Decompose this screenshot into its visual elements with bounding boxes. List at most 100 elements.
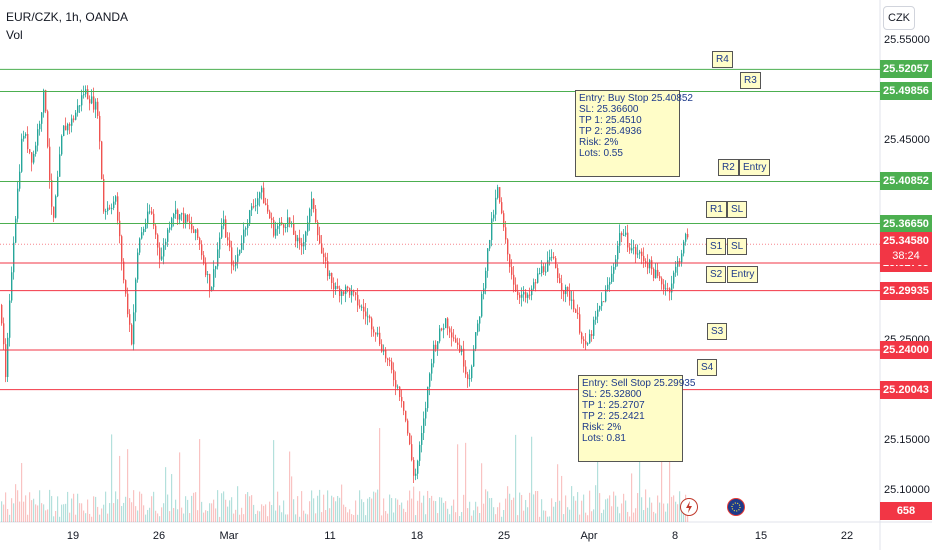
volume-bar bbox=[679, 491, 681, 522]
volume-bar bbox=[243, 514, 245, 522]
candle-body bbox=[357, 294, 359, 306]
volume-bar bbox=[601, 512, 603, 522]
volume-bar bbox=[257, 510, 259, 522]
price-tick-label: 25.45000 bbox=[884, 134, 930, 146]
volume-bar bbox=[329, 508, 331, 522]
volume-bar bbox=[465, 442, 467, 522]
candle-body bbox=[427, 386, 429, 409]
volume-bar bbox=[505, 498, 507, 522]
volume-bar bbox=[285, 514, 287, 522]
candle-body bbox=[3, 323, 5, 345]
candle-body bbox=[451, 332, 453, 338]
candle-body bbox=[279, 222, 281, 227]
candle-body bbox=[617, 245, 619, 260]
volume-bar bbox=[307, 514, 309, 522]
candle-body bbox=[641, 251, 643, 256]
candle-body bbox=[97, 101, 99, 116]
volume-bar bbox=[551, 498, 553, 522]
volume-bar bbox=[419, 491, 421, 522]
volume-bar bbox=[229, 500, 231, 522]
candle-body bbox=[683, 241, 685, 254]
volume-bar bbox=[87, 499, 89, 522]
candle-body bbox=[517, 291, 519, 296]
candle-body bbox=[93, 96, 95, 110]
volume-bar bbox=[105, 491, 107, 522]
candle-body bbox=[499, 187, 501, 203]
candle-body bbox=[251, 206, 253, 211]
marker-sell-entry: Entry bbox=[727, 266, 759, 283]
volume-bar bbox=[361, 499, 363, 522]
volume-bar bbox=[663, 503, 665, 522]
candle-body bbox=[571, 299, 573, 301]
candle-body bbox=[275, 228, 277, 236]
candle-body bbox=[441, 328, 443, 330]
candle-body bbox=[171, 218, 173, 228]
volume-bar bbox=[111, 434, 113, 522]
volume-bar bbox=[453, 499, 455, 522]
price-tick-label: 25.15000 bbox=[884, 434, 930, 446]
candle-body bbox=[381, 344, 383, 352]
currency-button[interactable]: CZK bbox=[883, 6, 915, 30]
candle-body bbox=[189, 221, 191, 224]
volume-bar bbox=[493, 507, 495, 522]
sell-plan-line: Risk: 2% bbox=[582, 422, 622, 433]
candle-body bbox=[211, 287, 213, 292]
volume-bar bbox=[631, 473, 633, 522]
volume-bar bbox=[639, 453, 641, 522]
candle-body bbox=[277, 226, 279, 229]
volume-bar bbox=[681, 507, 683, 522]
eu-flag-event-icon[interactable] bbox=[727, 498, 745, 516]
candle-body bbox=[81, 95, 83, 106]
candle-body bbox=[261, 187, 263, 193]
volume-bar bbox=[193, 492, 195, 522]
candle-body bbox=[577, 312, 579, 315]
buy-plan-line: SL: 25.36600 bbox=[579, 104, 639, 115]
volume-bar bbox=[205, 510, 207, 522]
volume-bar bbox=[319, 489, 321, 522]
volume-bar bbox=[389, 494, 391, 522]
volume-bar bbox=[83, 510, 85, 522]
buy-plan-line: Entry: Buy Stop 25.40852 bbox=[579, 93, 693, 104]
candle-body bbox=[233, 265, 235, 267]
candle-body bbox=[249, 210, 251, 224]
volume-indicator-label[interactable]: Vol bbox=[6, 28, 23, 42]
volume-bar bbox=[483, 503, 485, 522]
candle-body bbox=[537, 273, 539, 283]
volume-bar bbox=[291, 476, 293, 522]
candle-body bbox=[115, 196, 117, 202]
candle-body bbox=[487, 248, 489, 271]
candle-body bbox=[637, 253, 639, 255]
volume-bar bbox=[53, 516, 55, 522]
volume-bar bbox=[79, 503, 81, 522]
volume-bar bbox=[45, 510, 47, 522]
volume-bar bbox=[271, 504, 273, 522]
candle-body bbox=[161, 256, 163, 260]
volume-bar bbox=[343, 504, 345, 522]
volume-bar bbox=[139, 491, 141, 522]
volume-bar bbox=[297, 496, 299, 522]
volume-bar bbox=[145, 514, 147, 522]
lightning-event-icon[interactable] bbox=[680, 498, 698, 516]
volume-bar bbox=[173, 508, 175, 522]
candle-body bbox=[47, 111, 49, 147]
volume-bar bbox=[151, 496, 153, 522]
volume-bar bbox=[59, 516, 61, 522]
candle-body bbox=[425, 408, 427, 419]
volume-bar bbox=[605, 499, 607, 522]
candle-body bbox=[383, 350, 385, 352]
volume-bar bbox=[553, 506, 555, 522]
candle-body bbox=[531, 288, 533, 296]
volume-bar bbox=[525, 499, 527, 522]
volume-bar bbox=[43, 504, 45, 522]
volume-bar bbox=[13, 503, 15, 522]
volume-bar bbox=[555, 501, 557, 522]
volume-bar bbox=[577, 492, 579, 522]
volume-bar bbox=[119, 455, 121, 522]
candle-body bbox=[455, 338, 457, 343]
volume-bar bbox=[491, 497, 493, 522]
volume-bar bbox=[345, 506, 347, 522]
countdown-label: 38:24 bbox=[880, 247, 932, 265]
marker-s3: S3 bbox=[707, 323, 728, 340]
candle-body bbox=[457, 342, 459, 345]
